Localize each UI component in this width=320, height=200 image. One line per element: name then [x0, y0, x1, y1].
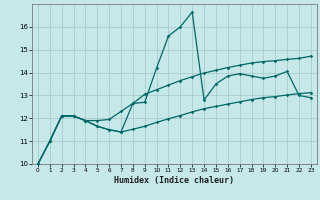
X-axis label: Humidex (Indice chaleur): Humidex (Indice chaleur)	[115, 176, 234, 185]
